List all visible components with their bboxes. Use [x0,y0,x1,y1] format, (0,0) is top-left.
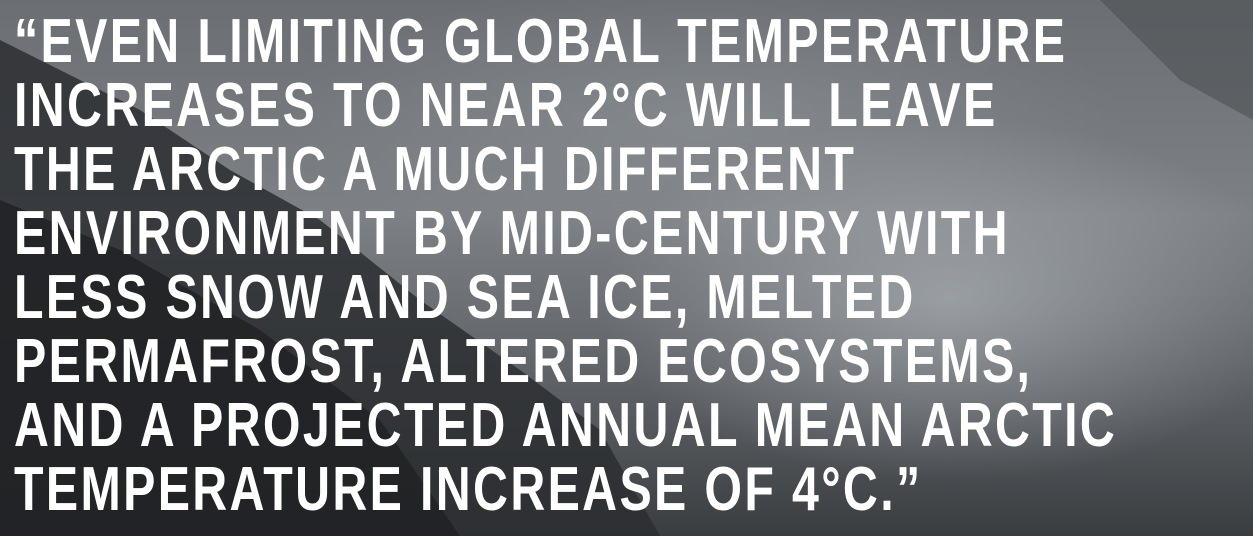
quote-line: LESS SNOW AND SEA ICE, MELTED [14,263,916,332]
quote-line: ENVIRONMENT BY MID-CENTURY WITH [14,199,1010,268]
quote-line: “EVEN LIMITING GLOBAL TEMPERATURE [14,7,1068,76]
quote-line: PERMAFROST, ALTERED ECOSYSTEMS, [14,327,1033,396]
quote-line: AND A PROJECTED ANNUAL MEAN ARCTIC [14,391,1118,460]
quote-line: THE ARCTIC A MUCH DIFFERENT [14,135,857,204]
quote: “EVEN LIMITING GLOBAL TEMPERATURE INCREAS… [14,10,1253,522]
quote-line: TEMPERATURE INCREASE OF 4°C.” [14,455,923,524]
quote-line: INCREASES TO NEAR 2°C WILL LEAVE [14,71,998,140]
